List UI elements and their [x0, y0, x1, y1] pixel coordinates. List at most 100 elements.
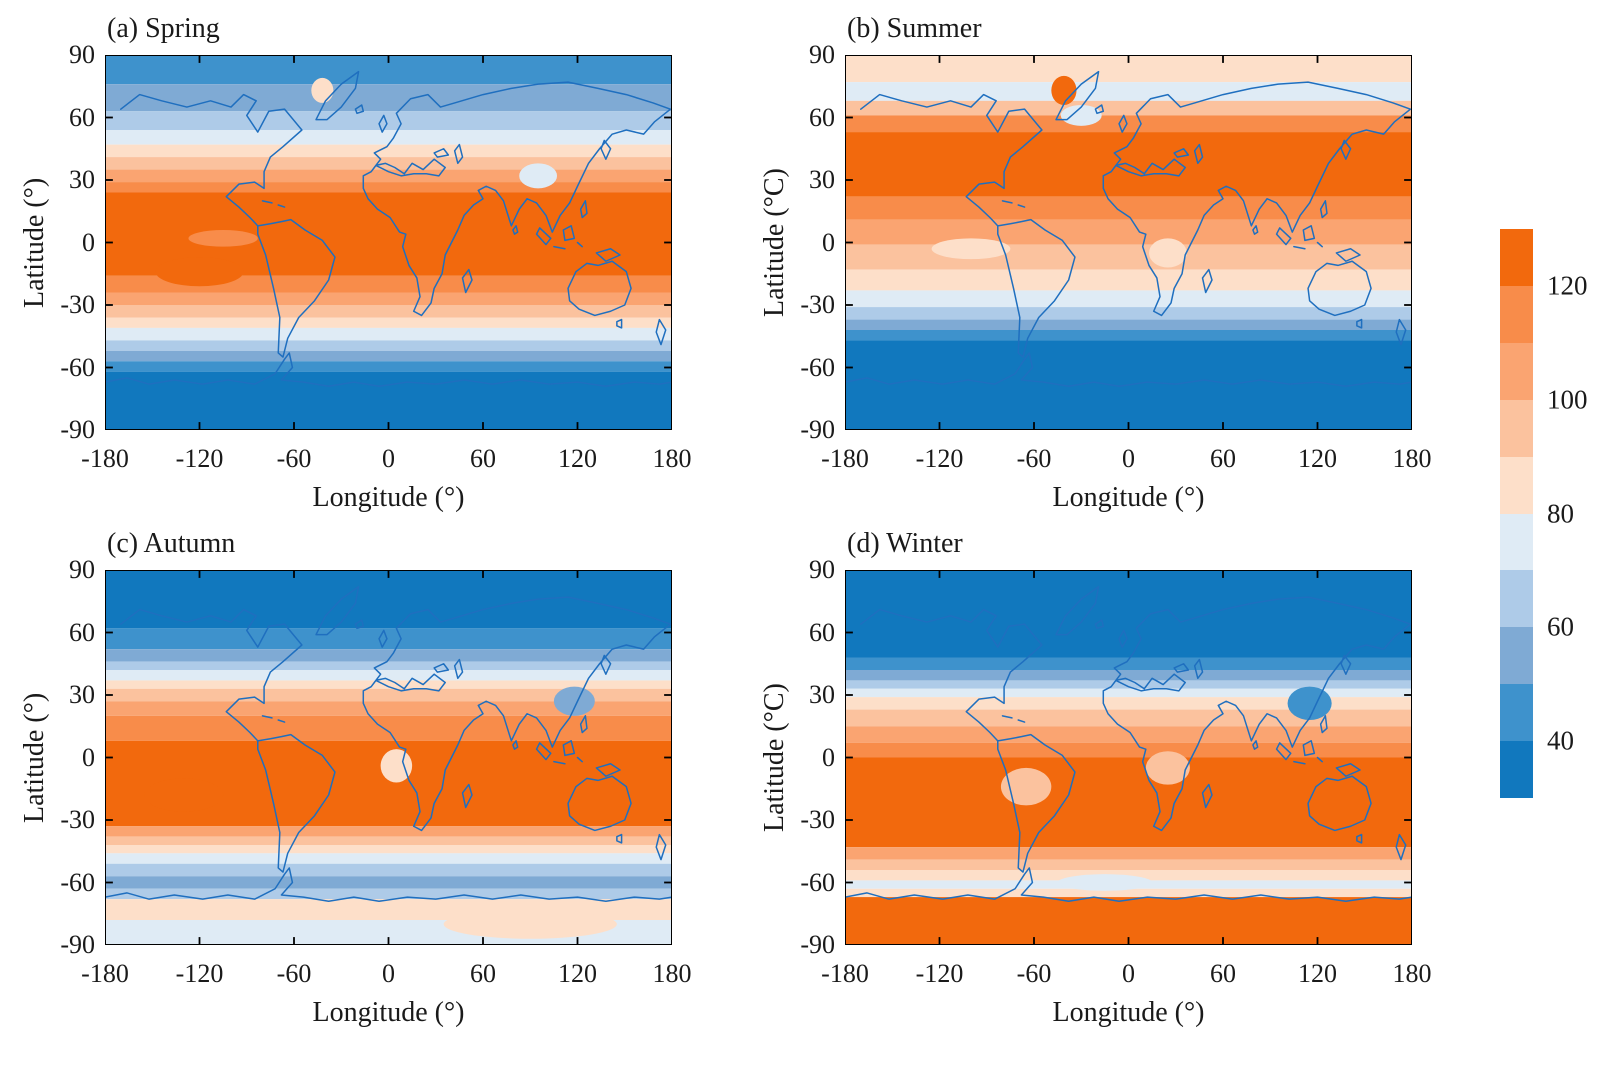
- contour-feature: [1000, 767, 1052, 806]
- contour-band: [845, 219, 1412, 245]
- panel-winter: (d) Winter Latitude (°C) 90 60 30 0 -30 -60 -9…: [759, 528, 1432, 1028]
- contour-band: [845, 244, 1412, 270]
- colorbar-segment: [1500, 513, 1533, 571]
- colorbar-tick-label: 40: [1547, 725, 1574, 756]
- contour-band: [105, 628, 672, 650]
- y-tick-label: 60: [809, 617, 835, 647]
- y-tick-label: 30: [809, 680, 835, 709]
- coastlines-icon: [845, 72, 1412, 387]
- contour-band: [845, 870, 1412, 881]
- contour-band: [105, 350, 672, 362]
- contour-feature: [1057, 874, 1153, 891]
- x-axis-label: Longitude (°): [1052, 482, 1205, 513]
- contour-feature: [311, 77, 334, 103]
- contour-band: [845, 670, 1412, 681]
- x-tick-label: 120: [1298, 959, 1337, 988]
- contour-band: [105, 826, 672, 837]
- colorbar-tick-label: 60: [1547, 611, 1574, 642]
- colorbar-segment: [1500, 570, 1533, 628]
- colorbar: 120 100 80 60 40: [1500, 229, 1588, 799]
- x-tick-label: 180: [1392, 959, 1432, 988]
- contour-feature: [1287, 686, 1332, 720]
- contour-band: [105, 292, 672, 305]
- y-tick-label: -30: [60, 805, 95, 834]
- map-plot-winter: [845, 570, 1412, 945]
- contour-feature: [443, 909, 617, 939]
- contour-band: [105, 853, 672, 864]
- coastlines-icon: [845, 587, 1412, 902]
- x-tick-label: 120: [1298, 444, 1337, 473]
- y-tick-label: -90: [60, 930, 95, 959]
- y-tick-label: -90: [800, 415, 835, 444]
- x-tick-label: -120: [175, 959, 224, 988]
- contour-band: [105, 715, 672, 741]
- contour-band: [845, 269, 1412, 291]
- x-tick-label: 120: [558, 444, 597, 473]
- x-tick-label: 120: [558, 959, 597, 988]
- y-tick-label: 60: [809, 102, 835, 132]
- contour-band: [105, 876, 672, 889]
- contour-feature: [144, 778, 224, 812]
- panel-title: (a) Spring: [107, 13, 220, 44]
- contour-band: [845, 897, 1412, 945]
- x-tick-label: 60: [470, 959, 496, 988]
- colorbar-segment: [1500, 684, 1533, 742]
- x-axis-label: Longitude (°): [1052, 997, 1205, 1028]
- x-tick-label: -120: [175, 444, 224, 473]
- colorbar-segment: [1500, 229, 1533, 286]
- y-tick-label: -30: [800, 290, 835, 319]
- contour-band: [845, 330, 1412, 341]
- y-tick-label: -60: [60, 352, 95, 382]
- contour-band: [105, 888, 672, 900]
- contour-band: [105, 661, 672, 670]
- x-tick-label: -120: [915, 959, 964, 988]
- x-tick-label: 60: [470, 444, 496, 473]
- contour-band: [845, 307, 1412, 320]
- contour-band: [105, 327, 672, 341]
- contour-band: [845, 697, 1412, 710]
- contour-band: [105, 317, 672, 328]
- contour-band: [845, 859, 1412, 870]
- x-tick-label: -180: [81, 959, 129, 988]
- contour-band: [845, 757, 1412, 848]
- colorbar-segment: [1500, 741, 1533, 799]
- x-tick-label: 180: [1392, 444, 1432, 473]
- contour-band: [845, 688, 1412, 698]
- colorbar-segment: [1500, 456, 1533, 514]
- y-tick-label: 60: [69, 102, 95, 132]
- contour-band: [845, 570, 1412, 658]
- contour-feature: [155, 257, 244, 287]
- contour-feature: [553, 686, 595, 716]
- contour-band: [845, 100, 1412, 116]
- y-tick-label: -90: [800, 930, 835, 959]
- y-tick-label: 30: [809, 165, 835, 194]
- contour-band: [105, 111, 672, 130]
- panel-title: (b) Summer: [847, 13, 982, 44]
- contour-band: [105, 649, 672, 662]
- x-tick-label: 180: [652, 444, 692, 473]
- contour-feature: [1145, 751, 1190, 785]
- panel-title: (c) Autumn: [107, 528, 236, 559]
- x-tick-label: -120: [915, 444, 964, 473]
- contour-band: [105, 371, 672, 430]
- contour-band: [105, 570, 672, 629]
- x-tick-label: 0: [382, 959, 395, 988]
- panel-title: (d) Winter: [847, 528, 963, 559]
- contour-band: [845, 319, 1412, 330]
- y-tick-label: 30: [69, 680, 95, 709]
- colorbar-segment: [1500, 399, 1533, 457]
- contour-band: [105, 701, 672, 716]
- x-axis-label: Longitude (°): [312, 482, 465, 513]
- contour-feature: [931, 238, 1011, 260]
- y-tick-label: 90: [69, 40, 95, 69]
- x-tick-label: -60: [276, 959, 312, 988]
- colorbar-segment: [1500, 627, 1533, 685]
- contour-band: [845, 290, 1412, 308]
- contour-feature: [1051, 75, 1077, 105]
- x-axis-label: Longitude (°): [312, 997, 465, 1028]
- panel-summer: (b) Summer Latitude (°C) 90 60 30 0 -30 -60 -9…: [759, 13, 1432, 513]
- y-tick-label: -60: [800, 352, 835, 382]
- x-tick-label: 60: [1210, 444, 1236, 473]
- x-tick-label: -180: [81, 444, 129, 473]
- y-axis-label: Latitude (°C): [759, 683, 790, 832]
